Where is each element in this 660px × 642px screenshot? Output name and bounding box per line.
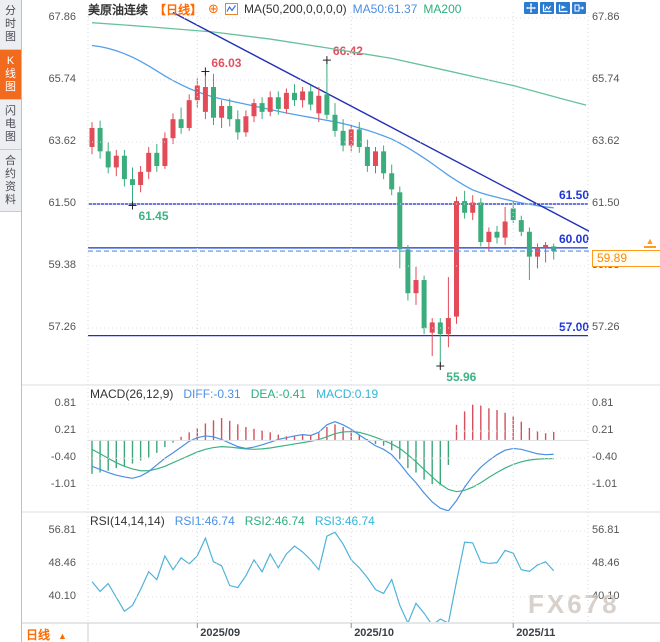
rsi-axis-tick-left: 48.46 (48, 556, 76, 569)
sidebar-tab-label: 分时图 (5, 5, 16, 43)
price-axis-tick-right: 65.74 (592, 72, 620, 85)
brand-watermark: FX678 (528, 589, 620, 619)
macd-dea-value: DEA:-0.41 (250, 387, 307, 401)
sidebar-tab-1[interactable]: 分时图 (0, 0, 21, 50)
indicator-settings-icon[interactable] (224, 3, 238, 15)
chart-header: 美原油连续 【日线】 ⊕ MA(50,200,0,0,0,0) MA50:61.… (88, 1, 461, 17)
price-axis-tick-left: 63.62 (48, 134, 76, 147)
macd-axis-tick-right: 0.21 (592, 424, 614, 437)
price-axis-tick-left: 65.74 (48, 72, 76, 85)
swing-high-label: 66.03 (211, 55, 242, 70)
chart-type-sidebar: 分时图 K线图闪电图合约资料 (0, 0, 22, 642)
sidebar-tab-label: 闪电图 (5, 105, 16, 143)
macd-macd-value: MACD:0.19 (316, 387, 379, 401)
price-axis-tick-right: 63.62 (592, 134, 620, 147)
macd-diff-value: DIFF:-0.31 (183, 387, 241, 401)
level-line-label: 57.00 (558, 319, 589, 334)
period-tag: 【日线】 (154, 2, 203, 17)
ma-settings: MA(50,200,0,0,0,0) (243, 2, 347, 16)
sidebar-tab-2[interactable]: K线图 (0, 50, 21, 100)
crosshair-move-icon[interactable] (524, 2, 538, 14)
level-line-label: 61.50 (558, 187, 589, 202)
sidebar-tab-label: K线图 (5, 55, 16, 93)
macd-axis-tick-left: -1.01 (50, 478, 76, 491)
macd-axis-tick-left: -0.40 (50, 451, 76, 464)
ma200-value: MA200 (423, 2, 462, 16)
rsi-axis-tick-left: 40.10 (48, 590, 76, 602)
chevron-up-icon: ▲ (58, 631, 67, 641)
macd-axis-tick-right: -1.01 (592, 478, 618, 491)
detach-window-icon[interactable] (572, 2, 586, 14)
price-axis-tick-left: 67.86 (48, 11, 76, 23)
macd-title: MACD(26,12,9) (90, 387, 174, 401)
sidebar-tab-label: 合约资料 (5, 154, 16, 206)
rsi2-value: RSI2:46.74 (244, 514, 305, 528)
axis-draw-icon[interactable] (556, 2, 570, 14)
period-selector[interactable]: 日线 ▲ (26, 626, 67, 642)
macd-header: MACD(26,12,9) DIFF:-0.31 DEA:-0.41 MACD:… (90, 387, 378, 401)
macd-axis-tick-right: -0.40 (592, 451, 618, 464)
rsi-axis-tick-right: 40.10 (592, 590, 620, 602)
macd-axis-tick-left: 0.21 (54, 424, 76, 437)
rsi-title: RSI(14,14,14) (90, 514, 165, 528)
x-axis-date-label: 2025/11 (516, 627, 556, 639)
ma50-value: MA50:61.37 (352, 2, 418, 16)
price-axis-tick-left: 61.50 (48, 196, 76, 209)
swing-low-label: 61.45 (138, 209, 169, 224)
latest-price-marker-icon[interactable]: ▲ (644, 236, 656, 248)
x-axis-date-label: 2025/10 (354, 627, 394, 639)
price-axis-tick-right: 61.50 (592, 196, 620, 209)
rsi3-value: RSI3:46.74 (314, 514, 375, 528)
axis-scale-icon[interactable] (540, 2, 554, 14)
sidebar-tab-3[interactable]: 闪电图 (0, 100, 21, 150)
price-axis-tick-right: 57.26 (592, 320, 620, 333)
level-line-label: 60.00 (558, 231, 589, 246)
symbol-name: 美原油连续 (88, 2, 149, 17)
chart-toolbar (524, 2, 586, 14)
sidebar-tab-4[interactable]: 合约资料 (0, 150, 21, 212)
rsi-axis-tick-right: 48.46 (592, 556, 620, 569)
price-axis-tick-left: 59.38 (48, 258, 76, 271)
swing-low-label: 55.96 (446, 370, 477, 384)
rsi-axis-tick-left: 56.81 (48, 524, 76, 536)
rsi-header: RSI(14,14,14) RSI1:46.74 RSI2:46.74 RSI3… (90, 514, 375, 528)
rsi-axis-tick-right: 56.81 (592, 524, 620, 536)
macd-axis-tick-left: 0.81 (54, 397, 76, 410)
add-indicator-icon[interactable]: ⊕ (208, 1, 219, 16)
price-axis-tick-left: 57.26 (48, 320, 76, 333)
rsi1-value: RSI1:46.74 (174, 514, 235, 528)
period-label[interactable]: 日线 (26, 628, 51, 642)
x-axis-date-label: 2025/09 (200, 627, 241, 639)
macd-axis-tick-right: 0.81 (592, 397, 614, 410)
price-axis-tick-right: 67.86 (592, 11, 620, 23)
current-price-tag: 59.89 (592, 250, 660, 267)
